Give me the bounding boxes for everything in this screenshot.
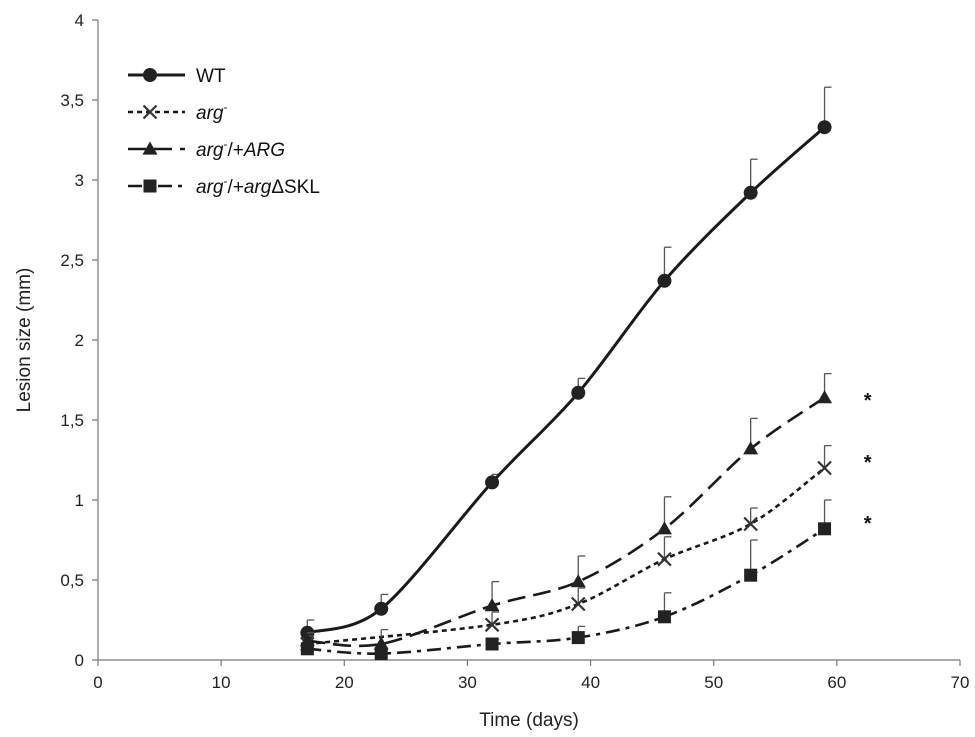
data-point	[743, 441, 759, 455]
legend-label-italic: arg	[196, 103, 224, 124]
data-point	[744, 568, 758, 582]
data-point	[570, 574, 586, 588]
y-tick-label: 1	[75, 491, 84, 510]
y-axis-ticks: 0 0,5 1 1,5 2 2,5 3 3,5 4	[60, 11, 98, 670]
data-point	[374, 647, 388, 661]
data-point	[571, 385, 586, 400]
data-point	[743, 516, 758, 532]
data-point	[571, 631, 585, 645]
x-tick-label: 30	[458, 673, 477, 692]
significance-marker: *	[864, 513, 872, 535]
data-point	[743, 185, 758, 200]
legend-label-part: ΔSKL	[271, 177, 320, 198]
series-line	[307, 527, 826, 655]
data-point	[657, 610, 671, 624]
data-point	[817, 120, 832, 135]
series-arg-/+ARG	[299, 372, 833, 650]
x-tick-label: 40	[581, 673, 600, 692]
significance-marker: *	[864, 390, 872, 412]
data-point	[817, 460, 832, 476]
legend-marker	[143, 179, 157, 193]
data-point	[300, 642, 314, 656]
legend-label-rest: /+argΔSKL	[227, 177, 319, 198]
x-tick-label: 10	[212, 673, 231, 692]
y-axis-title: Lesion size (mm)	[14, 268, 35, 413]
axes	[97, 20, 960, 661]
y-tick-label: 0	[75, 651, 84, 670]
x-tick-label: 50	[704, 673, 723, 692]
y-tick-label: 1,5	[60, 411, 84, 430]
y-tick-label: 0,5	[60, 571, 84, 590]
legend-item: WT	[128, 66, 226, 87]
x-tick-label: 70	[951, 673, 970, 692]
legend-label-rest: WT	[196, 66, 226, 87]
y-tick-label: 3,5	[60, 91, 84, 110]
data-point	[373, 636, 389, 650]
legend-label-italic: arg	[196, 177, 224, 198]
legend-item: arg-/+ARG	[128, 137, 285, 161]
data-point	[374, 601, 389, 616]
significance-marker: *	[864, 452, 872, 474]
series-layer	[299, 86, 833, 661]
data-point	[657, 551, 672, 567]
x-tick-label: 20	[335, 673, 354, 692]
y-tick-label: 3	[75, 171, 84, 190]
series-line	[307, 466, 826, 646]
legend-label: arg-	[196, 100, 227, 124]
legend-label-part: WT	[196, 66, 226, 87]
legend-label-part: /+	[227, 177, 243, 198]
legend-marker	[142, 141, 158, 155]
x-axis-title: Time (days)	[479, 710, 579, 731]
series-arg-	[300, 444, 832, 652]
legend-label: arg-/+argΔSKL	[196, 174, 320, 198]
legend-marker	[143, 68, 157, 82]
annotations: * * *	[864, 390, 872, 535]
series-WT	[300, 86, 832, 640]
data-point	[485, 637, 499, 651]
legend-item: arg-/+argΔSKL	[128, 174, 320, 198]
legend-label: WT	[196, 66, 226, 87]
data-point	[484, 617, 500, 633]
legend-label-sup: -	[223, 100, 227, 114]
data-point	[657, 273, 672, 288]
legend-label-sup: -	[223, 174, 227, 188]
legend-item: arg-	[128, 100, 227, 124]
x-tick-label: 0	[93, 673, 102, 692]
data-point	[570, 596, 586, 612]
y-tick-label: 4	[75, 11, 84, 30]
legend-marker	[142, 104, 158, 120]
legend-label: arg-/+ARG	[196, 137, 285, 161]
legend-label-part: arg	[244, 177, 272, 198]
data-point	[484, 598, 500, 612]
y-tick-label: 2,5	[60, 251, 84, 270]
legend-label-italic: arg	[196, 140, 224, 161]
data-point	[817, 390, 833, 404]
series-arg-/+argΔSKL	[300, 499, 832, 661]
series-line	[306, 126, 826, 635]
data-point	[485, 475, 500, 490]
legend-label-rest: /+ARG	[227, 140, 285, 161]
data-point	[656, 521, 672, 535]
x-axis-ticks: 0 10 20 30 40 50 60 70	[93, 660, 969, 692]
y-tick-label: 2	[75, 331, 84, 350]
x-tick-label: 60	[827, 673, 846, 692]
legend-label-part: /+	[227, 140, 243, 161]
legend-label-part: ARG	[243, 140, 285, 161]
legend-label-sup: -	[223, 137, 227, 151]
data-point	[818, 522, 832, 536]
